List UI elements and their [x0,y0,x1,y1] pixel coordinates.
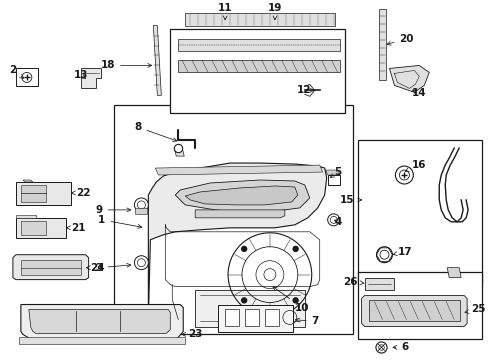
Text: 26: 26 [343,276,363,287]
Polygon shape [21,305,183,339]
Circle shape [134,198,148,212]
Polygon shape [379,9,386,80]
Polygon shape [13,255,88,280]
Polygon shape [21,260,81,275]
Text: 3: 3 [95,263,131,273]
Circle shape [292,298,298,303]
Polygon shape [19,337,185,345]
Polygon shape [16,218,65,238]
Text: 10: 10 [272,287,309,312]
Text: 8: 8 [134,122,177,141]
Bar [218,305,292,332]
Polygon shape [21,221,46,235]
Circle shape [395,166,412,184]
Polygon shape [16,215,36,218]
Bar [195,289,304,328]
Polygon shape [447,268,460,278]
Polygon shape [153,26,161,95]
Text: 12: 12 [296,85,314,95]
Text: 4: 4 [334,217,341,227]
Text: 25: 25 [464,305,485,315]
Polygon shape [135,208,147,214]
Text: 13: 13 [74,71,88,80]
Polygon shape [185,186,297,205]
Text: 5: 5 [330,167,341,177]
Bar [368,300,459,321]
Text: 20: 20 [386,33,413,45]
Text: 18: 18 [101,60,151,71]
Text: 23: 23 [182,329,203,339]
Text: 6: 6 [392,342,408,352]
Text: 2: 2 [9,66,24,78]
Bar [357,140,481,285]
Text: 14: 14 [410,88,425,98]
Polygon shape [185,13,334,26]
Text: 7: 7 [295,316,319,327]
Polygon shape [174,148,184,156]
Polygon shape [155,165,322,175]
Text: 22: 22 [71,188,90,198]
Circle shape [241,298,246,303]
Polygon shape [29,310,170,333]
Polygon shape [148,163,326,319]
Bar [327,175,339,185]
Polygon shape [195,210,285,218]
Bar [244,309,259,327]
Bar [224,309,239,327]
Text: 19: 19 [267,3,282,20]
Bar [357,272,481,339]
Text: 16: 16 [405,160,425,172]
Polygon shape [16,182,71,205]
Polygon shape [175,180,309,212]
Bar [16,68,38,86]
Circle shape [134,256,148,270]
Polygon shape [361,296,466,327]
Text: 11: 11 [218,3,232,20]
Polygon shape [364,278,394,289]
Polygon shape [178,39,339,50]
Circle shape [376,247,392,263]
Circle shape [241,246,246,251]
Polygon shape [178,60,339,72]
Bar [113,105,352,334]
Text: 9: 9 [95,205,130,215]
Text: 24: 24 [86,263,105,273]
Bar [264,309,278,327]
Text: 21: 21 [66,223,85,233]
Bar [170,28,344,113]
Polygon shape [23,180,33,182]
Polygon shape [325,170,339,175]
Polygon shape [81,68,101,88]
Text: 15: 15 [339,195,361,205]
Circle shape [292,246,298,251]
Text: 1: 1 [98,215,142,228]
Polygon shape [21,185,46,202]
Circle shape [327,214,339,226]
Text: 17: 17 [392,247,411,257]
Polygon shape [388,66,428,92]
